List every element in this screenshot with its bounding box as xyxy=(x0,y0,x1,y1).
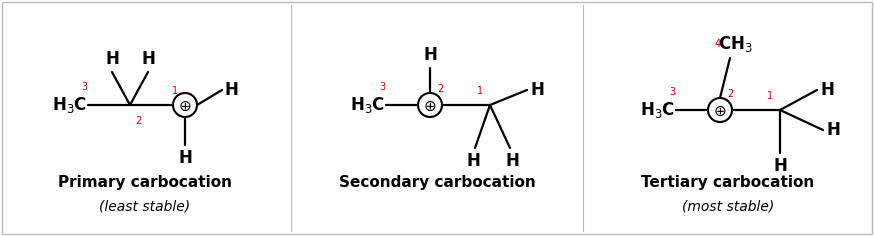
Text: H: H xyxy=(530,81,544,99)
Text: 3: 3 xyxy=(379,82,385,92)
Text: 1: 1 xyxy=(477,86,483,96)
Text: 1: 1 xyxy=(767,91,773,101)
Text: ⊕: ⊕ xyxy=(714,104,726,119)
Text: CH$_3$: CH$_3$ xyxy=(718,34,753,54)
Text: H: H xyxy=(826,121,840,139)
Text: H$_3$C: H$_3$C xyxy=(52,95,87,115)
Text: H$_3$C: H$_3$C xyxy=(350,95,385,115)
Text: H: H xyxy=(505,152,519,170)
Text: (least stable): (least stable) xyxy=(100,200,191,214)
Text: H$_3$C: H$_3$C xyxy=(641,100,676,120)
Text: ⊕: ⊕ xyxy=(178,99,191,114)
Text: 2: 2 xyxy=(727,89,733,99)
Text: H: H xyxy=(423,46,437,64)
Text: H: H xyxy=(466,152,480,170)
Text: H: H xyxy=(178,149,192,167)
Text: Secondary carbocation: Secondary carbocation xyxy=(338,176,536,190)
Text: H: H xyxy=(773,157,787,175)
Text: 4: 4 xyxy=(715,39,721,49)
Text: ⊕: ⊕ xyxy=(424,99,436,114)
Text: 1: 1 xyxy=(172,86,178,96)
Text: H: H xyxy=(105,50,119,68)
Text: 2: 2 xyxy=(135,116,141,126)
Text: H: H xyxy=(141,50,155,68)
Text: Primary carbocation: Primary carbocation xyxy=(58,176,232,190)
Text: 2: 2 xyxy=(437,84,443,94)
Text: (most stable): (most stable) xyxy=(682,200,774,214)
Text: 3: 3 xyxy=(81,82,87,92)
Text: H: H xyxy=(225,81,239,99)
Text: H: H xyxy=(820,81,834,99)
Text: Tertiary carbocation: Tertiary carbocation xyxy=(642,176,815,190)
Text: 3: 3 xyxy=(669,87,675,97)
